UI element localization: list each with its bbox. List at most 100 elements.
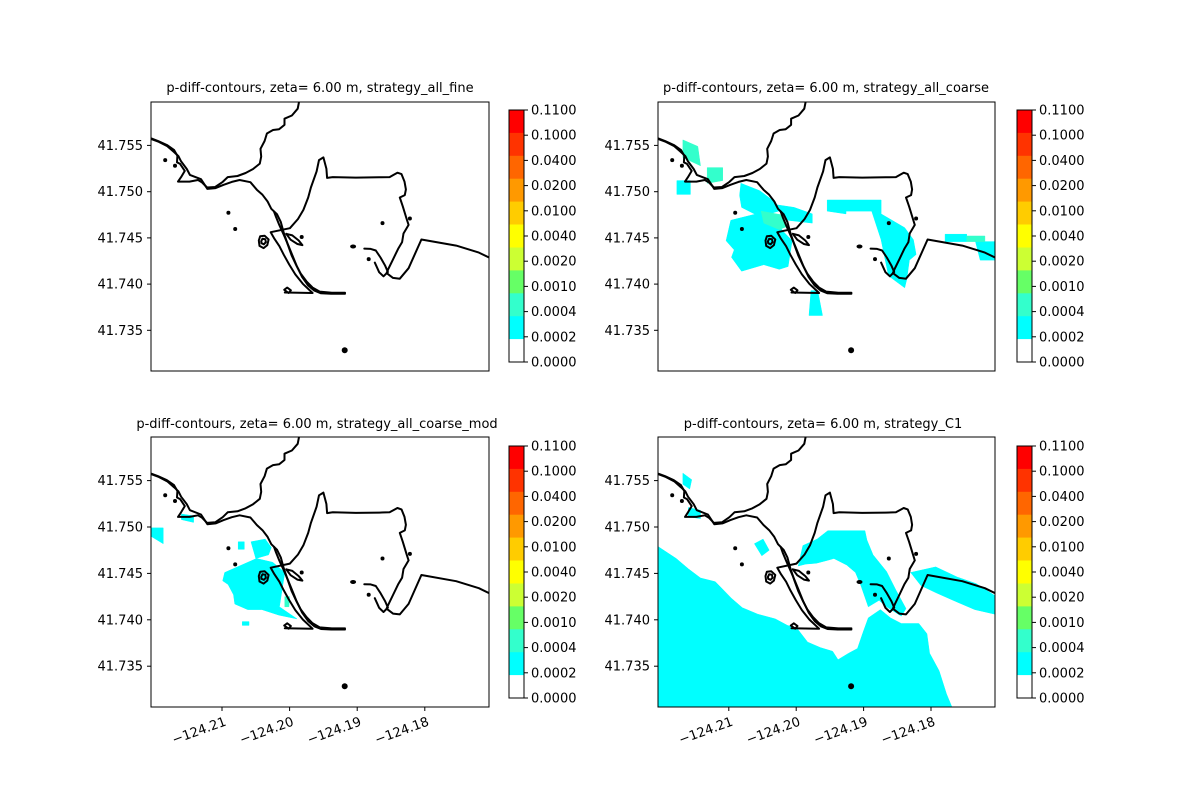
colorbar-tick-label: 0.0010 (531, 616, 577, 631)
y-tick-label: 41.750 (98, 521, 144, 536)
colorbar-segment (509, 132, 524, 157)
island-marker (670, 158, 675, 163)
y-tick-label: 41.745 (605, 231, 651, 246)
contour-region-1 (250, 538, 272, 559)
island-marker (679, 163, 684, 168)
contour-region-4 (808, 290, 823, 316)
colorbar-segment (1017, 110, 1032, 134)
y-tick-label: 41.755 (605, 474, 651, 489)
plot-frame (150, 101, 490, 372)
colorbar-segment (509, 606, 524, 630)
x-tick-label: −124.21 (170, 715, 228, 748)
contour-region-4 (181, 513, 194, 523)
colorbar-segment (1017, 514, 1032, 539)
contour-region-11 (966, 235, 986, 242)
island-marker (366, 257, 371, 262)
coastline-segment (285, 232, 304, 247)
colorbar-segment (509, 537, 524, 561)
coastline-segment (257, 234, 270, 250)
island-marker (407, 551, 412, 556)
colorbar-tick-label: 0.0020 (1039, 255, 1085, 270)
colorbar-segment (1017, 293, 1032, 317)
colorbar-tick-label: 0.0020 (1039, 591, 1085, 606)
island-marker (173, 499, 177, 503)
contour-fill-layer (676, 139, 995, 316)
colorbar: 0.1100 0.1000 0.0400 0.0200 0.0100 0.0040 0.00… (508, 440, 577, 707)
y-tick-label: 41.745 (605, 567, 651, 582)
island-marker (163, 493, 168, 498)
island-marker (670, 493, 675, 498)
contour-region-8 (682, 139, 701, 167)
colorbar-segment (509, 446, 524, 470)
colorbar-segment (1017, 606, 1032, 630)
colorbar-segment (509, 468, 524, 493)
y-tick-label: 41.750 (605, 185, 651, 200)
coastline-segment (260, 237, 267, 246)
island-marker (350, 580, 357, 584)
coastline-segment (764, 570, 777, 585)
contour-region-6 (944, 233, 967, 242)
colorbar-tick-label: 0.1100 (1039, 440, 1085, 455)
colorbar-segment (509, 514, 524, 539)
contour-region-10 (760, 210, 787, 230)
x-tick-label: −124.20 (238, 715, 296, 748)
island-marker (679, 499, 684, 503)
colorbar-tick-label: 0.0200 (531, 515, 577, 530)
contour-region-0 (658, 546, 953, 707)
y-tick-label: 41.735 (98, 660, 144, 675)
contour-region-3 (754, 538, 770, 557)
colorbar-tick-label: 0.0200 (531, 179, 577, 194)
island-marker (739, 227, 744, 231)
island-marker (341, 683, 348, 690)
island-marker (233, 227, 238, 231)
coastline-segment (791, 568, 810, 582)
colorbar-segment (1017, 270, 1032, 294)
x-tick-label: −124.19 (812, 715, 870, 748)
y-axis: 41.755 41.750 41.745 41.740 41.735 (605, 474, 658, 675)
colorbar-segment (1017, 247, 1032, 271)
colorbar-segment (1017, 339, 1032, 363)
colorbar: 0.1100 0.1000 0.0400 0.0200 0.0100 0.0040 0.00… (508, 104, 577, 371)
island-marker (848, 683, 855, 690)
subplot-title: p-diff-contours, zeta= 6.00 m, strategy_… (684, 417, 962, 432)
colorbar: 0.1100 0.1000 0.0400 0.0200 0.0100 0.0040 0.00… (1016, 104, 1085, 371)
contour-region-5 (676, 180, 691, 195)
y-tick-label: 41.740 (605, 613, 651, 628)
colorbar-segment (1017, 446, 1032, 470)
island-marker (739, 562, 744, 567)
colorbar-segment (509, 560, 524, 584)
x-tick-label: −124.20 (744, 715, 802, 748)
island-marker (226, 546, 231, 551)
colorbar-segment (1017, 201, 1032, 225)
island-marker (380, 221, 385, 226)
island-marker (856, 580, 863, 584)
colorbar-tick-label: 0.1000 (531, 129, 577, 144)
island-marker (407, 216, 412, 221)
colorbar-segment (509, 224, 524, 248)
colorbar-segment (509, 178, 524, 203)
colorbar-tick-label: 0.0002 (1039, 666, 1085, 681)
y-tick-label: 41.745 (98, 567, 144, 582)
colorbar-tick-label: 0.0000 (1039, 356, 1085, 371)
colorbar-segment (1017, 178, 1032, 203)
coastline-segment (260, 573, 267, 581)
colorbar-tick-label: 0.0004 (531, 305, 577, 320)
coastline-segment (273, 210, 346, 295)
plot-frame (150, 436, 490, 708)
colorbar-tick-label: 0.0100 (1039, 540, 1085, 555)
colorbar-tick-label: 0.1000 (1039, 129, 1085, 144)
y-tick-label: 41.755 (98, 139, 144, 154)
contour-region-2 (910, 566, 995, 615)
subplot-3: p-diff-contours, zeta= 6.00 m, strategy_… (605, 417, 1085, 748)
colorbar-tick-label: 0.0400 (1039, 154, 1085, 169)
coastline-segment (779, 210, 853, 295)
coastline-segment (273, 545, 346, 631)
colorbar-tick-label: 0.0400 (1039, 490, 1085, 505)
coastline-segment (869, 583, 896, 613)
colorbar-segment (509, 629, 524, 653)
colorbar-segment (509, 675, 524, 699)
island-marker (856, 244, 863, 249)
y-axis: 41.755 41.750 41.745 41.740 41.735 (98, 474, 151, 675)
colorbar-segment (509, 270, 524, 294)
y-tick-label: 41.755 (98, 474, 144, 489)
